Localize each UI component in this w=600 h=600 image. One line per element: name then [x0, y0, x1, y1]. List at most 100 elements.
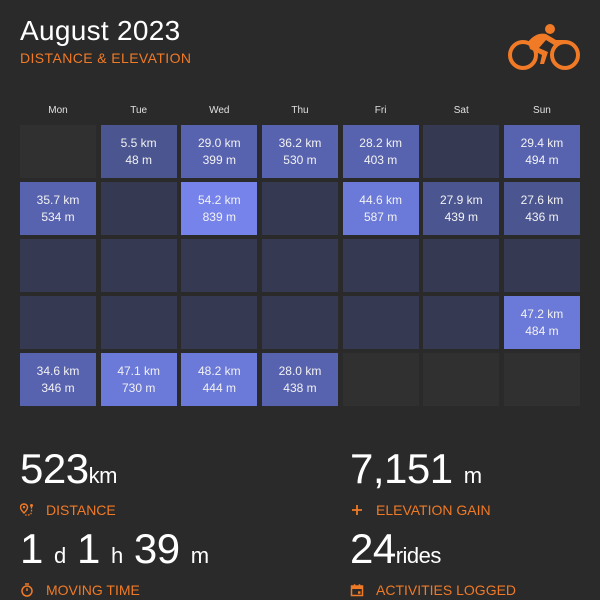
hours-unit: h: [110, 543, 123, 568]
elevation-value: 7,151: [350, 445, 453, 492]
elevation-label: ELEVATION GAIN: [376, 502, 491, 518]
calendar-day-cell[interactable]: [503, 353, 580, 406]
day-elevation: 484 m: [525, 323, 559, 338]
day-elevation: 403 m: [363, 152, 398, 167]
day-distance: 28.0 km: [278, 363, 322, 378]
header: August 2023 DISTANCE & ELEVATION: [20, 14, 191, 66]
calendar-day-cell[interactable]: [342, 239, 419, 292]
calendar-day-cell[interactable]: 29.0 km 399 m: [181, 125, 258, 178]
calendar-day-cell[interactable]: [20, 239, 96, 292]
calendar-day-cell[interactable]: [100, 239, 177, 292]
distance-value: 523: [20, 445, 89, 492]
day-distance: 27.9 km: [439, 192, 483, 207]
day-distance: 29.0 km: [197, 135, 241, 150]
calendar-day-cell[interactable]: 47.1 km 730 m: [100, 353, 177, 406]
activities-label: ACTIVITIES LOGGED: [376, 582, 517, 598]
calendar-day-cell[interactable]: [261, 239, 338, 292]
weekday-label: Mon: [48, 105, 68, 116]
calendar-day-cell[interactable]: 5.5 km 48 m: [100, 125, 177, 178]
day-elevation: 494 m: [525, 152, 559, 167]
day-distance: 47.2 km: [520, 306, 564, 321]
day-distance: 47.1 km: [117, 363, 160, 378]
distance-unit: km: [88, 463, 118, 488]
calendar-day-cell[interactable]: 34.6 km 346 m: [20, 353, 96, 406]
elevation-unit: m: [463, 463, 482, 488]
calendar-day-cell[interactable]: 28.2 km 403 m: [342, 125, 419, 178]
calendar-day-cell[interactable]: [423, 353, 500, 406]
calendar-day-cell[interactable]: [100, 296, 177, 349]
calendar-day-cell[interactable]: [261, 296, 338, 349]
calendar-day-cell[interactable]: [342, 296, 419, 349]
calendar-day-cell[interactable]: [100, 182, 177, 235]
weekday-label: Thu: [291, 105, 309, 116]
day-distance: 54.2 km: [197, 192, 241, 207]
calendar-icon: [350, 584, 364, 597]
calendar-day-cell[interactable]: [20, 125, 96, 178]
day-distance: 28.2 km: [359, 135, 402, 150]
moving-time-stat: 1 d 1 h 39 m MOVING TIME: [20, 525, 209, 599]
calendar-day-cell[interactable]: 44.6 km 587 m: [342, 182, 419, 235]
day-elevation: 439 m: [444, 209, 478, 224]
page-title: August 2023: [20, 15, 181, 46]
calendar-day-cell[interactable]: 54.2 km 839 m: [181, 182, 258, 235]
day-distance: 36.2 km: [278, 135, 322, 150]
weekday-label: Wed: [209, 105, 230, 116]
day-elevation: 346 m: [41, 380, 75, 395]
route-pin-icon: [20, 503, 33, 516]
day-distance: 35.7 km: [36, 192, 80, 207]
day-distance: 27.6 km: [520, 192, 564, 207]
day-distance: 44.6 km: [359, 192, 402, 207]
calendar-day-cell[interactable]: 27.6 km 436 m: [503, 182, 580, 235]
day-distance: 29.4 km: [520, 135, 564, 150]
minutes-value: 39: [133, 525, 180, 572]
day-elevation: 839 m: [202, 209, 236, 224]
calendar-day-cell[interactable]: [20, 296, 96, 349]
day-elevation: 436 m: [525, 209, 559, 224]
elevation-stat: 7,151 m ELEVATION GAIN: [350, 445, 491, 519]
plus-icon: [352, 505, 362, 515]
calendar-day-cell[interactable]: [261, 182, 338, 235]
weekday-label: Fri: [374, 105, 387, 116]
calendar-day-cell[interactable]: 36.2 km 530 m: [261, 125, 338, 178]
cyclist-icon: [508, 24, 580, 70]
weekday-header: Mon Tue Wed Thu Fri Sat Sun: [20, 105, 580, 116]
calendar-day-cell[interactable]: 28.0 km 438 m: [261, 353, 338, 406]
weekday-label: Sun: [533, 105, 551, 116]
day-elevation: 730 m: [121, 380, 156, 395]
day-distance: 48.2 km: [197, 363, 241, 378]
day-elevation: 444 m: [202, 380, 236, 395]
days-unit: d: [54, 543, 66, 568]
calendar-day-cell[interactable]: [423, 125, 500, 178]
day-elevation: 48 m: [125, 152, 152, 167]
calendar-grid: 5.5 km 48 m 29.0 km 399 m 36.2 km 530 m 28.2 k…: [20, 125, 580, 406]
day-distance: 34.6 km: [36, 363, 80, 378]
calendar-day-cell[interactable]: [423, 239, 500, 292]
weekday-label: Sat: [453, 105, 469, 116]
distance-label: DISTANCE: [46, 502, 116, 518]
days-value: 1: [20, 525, 43, 572]
activities-value: 24: [350, 525, 396, 572]
stopwatch-icon: [21, 583, 33, 597]
activities-stat: 24rides ACTIVITIES LOGGED: [350, 525, 517, 599]
page-subtitle: DISTANCE & ELEVATION: [20, 50, 192, 66]
day-elevation: 399 m: [202, 152, 236, 167]
calendar-day-cell[interactable]: 48.2 km 444 m: [181, 353, 258, 406]
calendar-day-cell[interactable]: [423, 296, 500, 349]
day-elevation: 530 m: [283, 152, 317, 167]
calendar-day-cell[interactable]: [181, 239, 258, 292]
calendar-day-cell[interactable]: [503, 239, 580, 292]
calendar-day-cell[interactable]: [342, 353, 419, 406]
hours-value: 1: [76, 525, 100, 572]
weekday-label: Tue: [130, 105, 148, 116]
day-elevation: 438 m: [283, 380, 317, 395]
day-elevation: 587 m: [363, 209, 398, 224]
minutes-unit: m: [190, 543, 209, 568]
calendar-day-cell[interactable]: 35.7 km 534 m: [20, 182, 96, 235]
day-elevation: 534 m: [41, 209, 75, 224]
calendar-day-cell[interactable]: 29.4 km 494 m: [503, 125, 580, 178]
day-distance: 5.5 km: [120, 135, 157, 150]
calendar-day-cell[interactable]: [181, 296, 258, 349]
calendar-day-cell[interactable]: 47.2 km 484 m: [503, 296, 580, 349]
distance-stat: 523km DISTANCE: [20, 447, 117, 518]
calendar-day-cell[interactable]: 27.9 km 439 m: [423, 182, 500, 235]
